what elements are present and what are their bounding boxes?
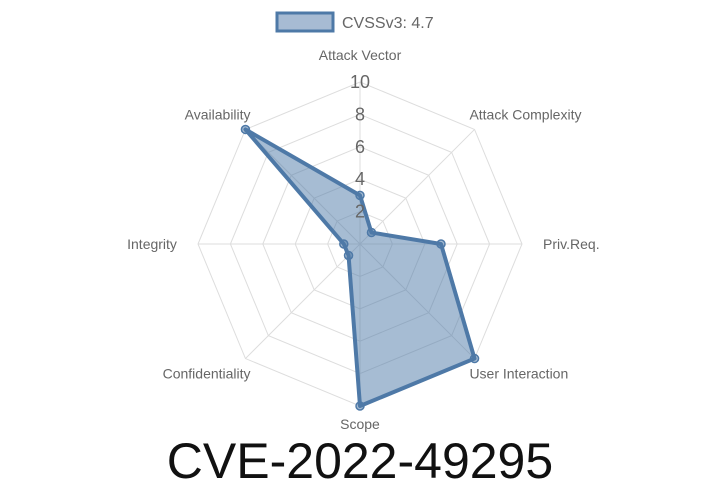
data-point <box>343 250 354 261</box>
grid-spoke <box>359 129 475 245</box>
data-point <box>355 401 365 411</box>
data-point <box>240 124 251 135</box>
tick-label: 10 <box>350 72 370 92</box>
data-point <box>355 190 365 201</box>
axis-label: Availability <box>185 107 251 123</box>
data-point <box>339 239 349 249</box>
axis-label: User Interaction <box>469 365 568 381</box>
data-point <box>366 227 377 238</box>
tick-label: 8 <box>355 104 365 124</box>
chart-title: CVE-2022-49295 <box>166 433 554 489</box>
axis-label: Attack Vector <box>319 47 402 63</box>
data-point <box>469 353 480 364</box>
axis-label: Confidentiality <box>163 365 251 381</box>
axis-label: Integrity <box>127 236 177 252</box>
legend-swatch <box>275 11 335 33</box>
tick-label: 6 <box>355 137 365 157</box>
tick-label: 4 <box>355 169 365 189</box>
tick-label: 2 <box>355 202 365 222</box>
legend-label: CVSSv3: 4.7 <box>342 15 434 32</box>
axis-label: Scope <box>340 416 380 432</box>
grid-spoke <box>245 243 361 359</box>
axis-label: Priv.Req. <box>543 236 600 252</box>
axis-label: Attack Complexity <box>469 107 581 123</box>
data-point <box>436 239 446 249</box>
